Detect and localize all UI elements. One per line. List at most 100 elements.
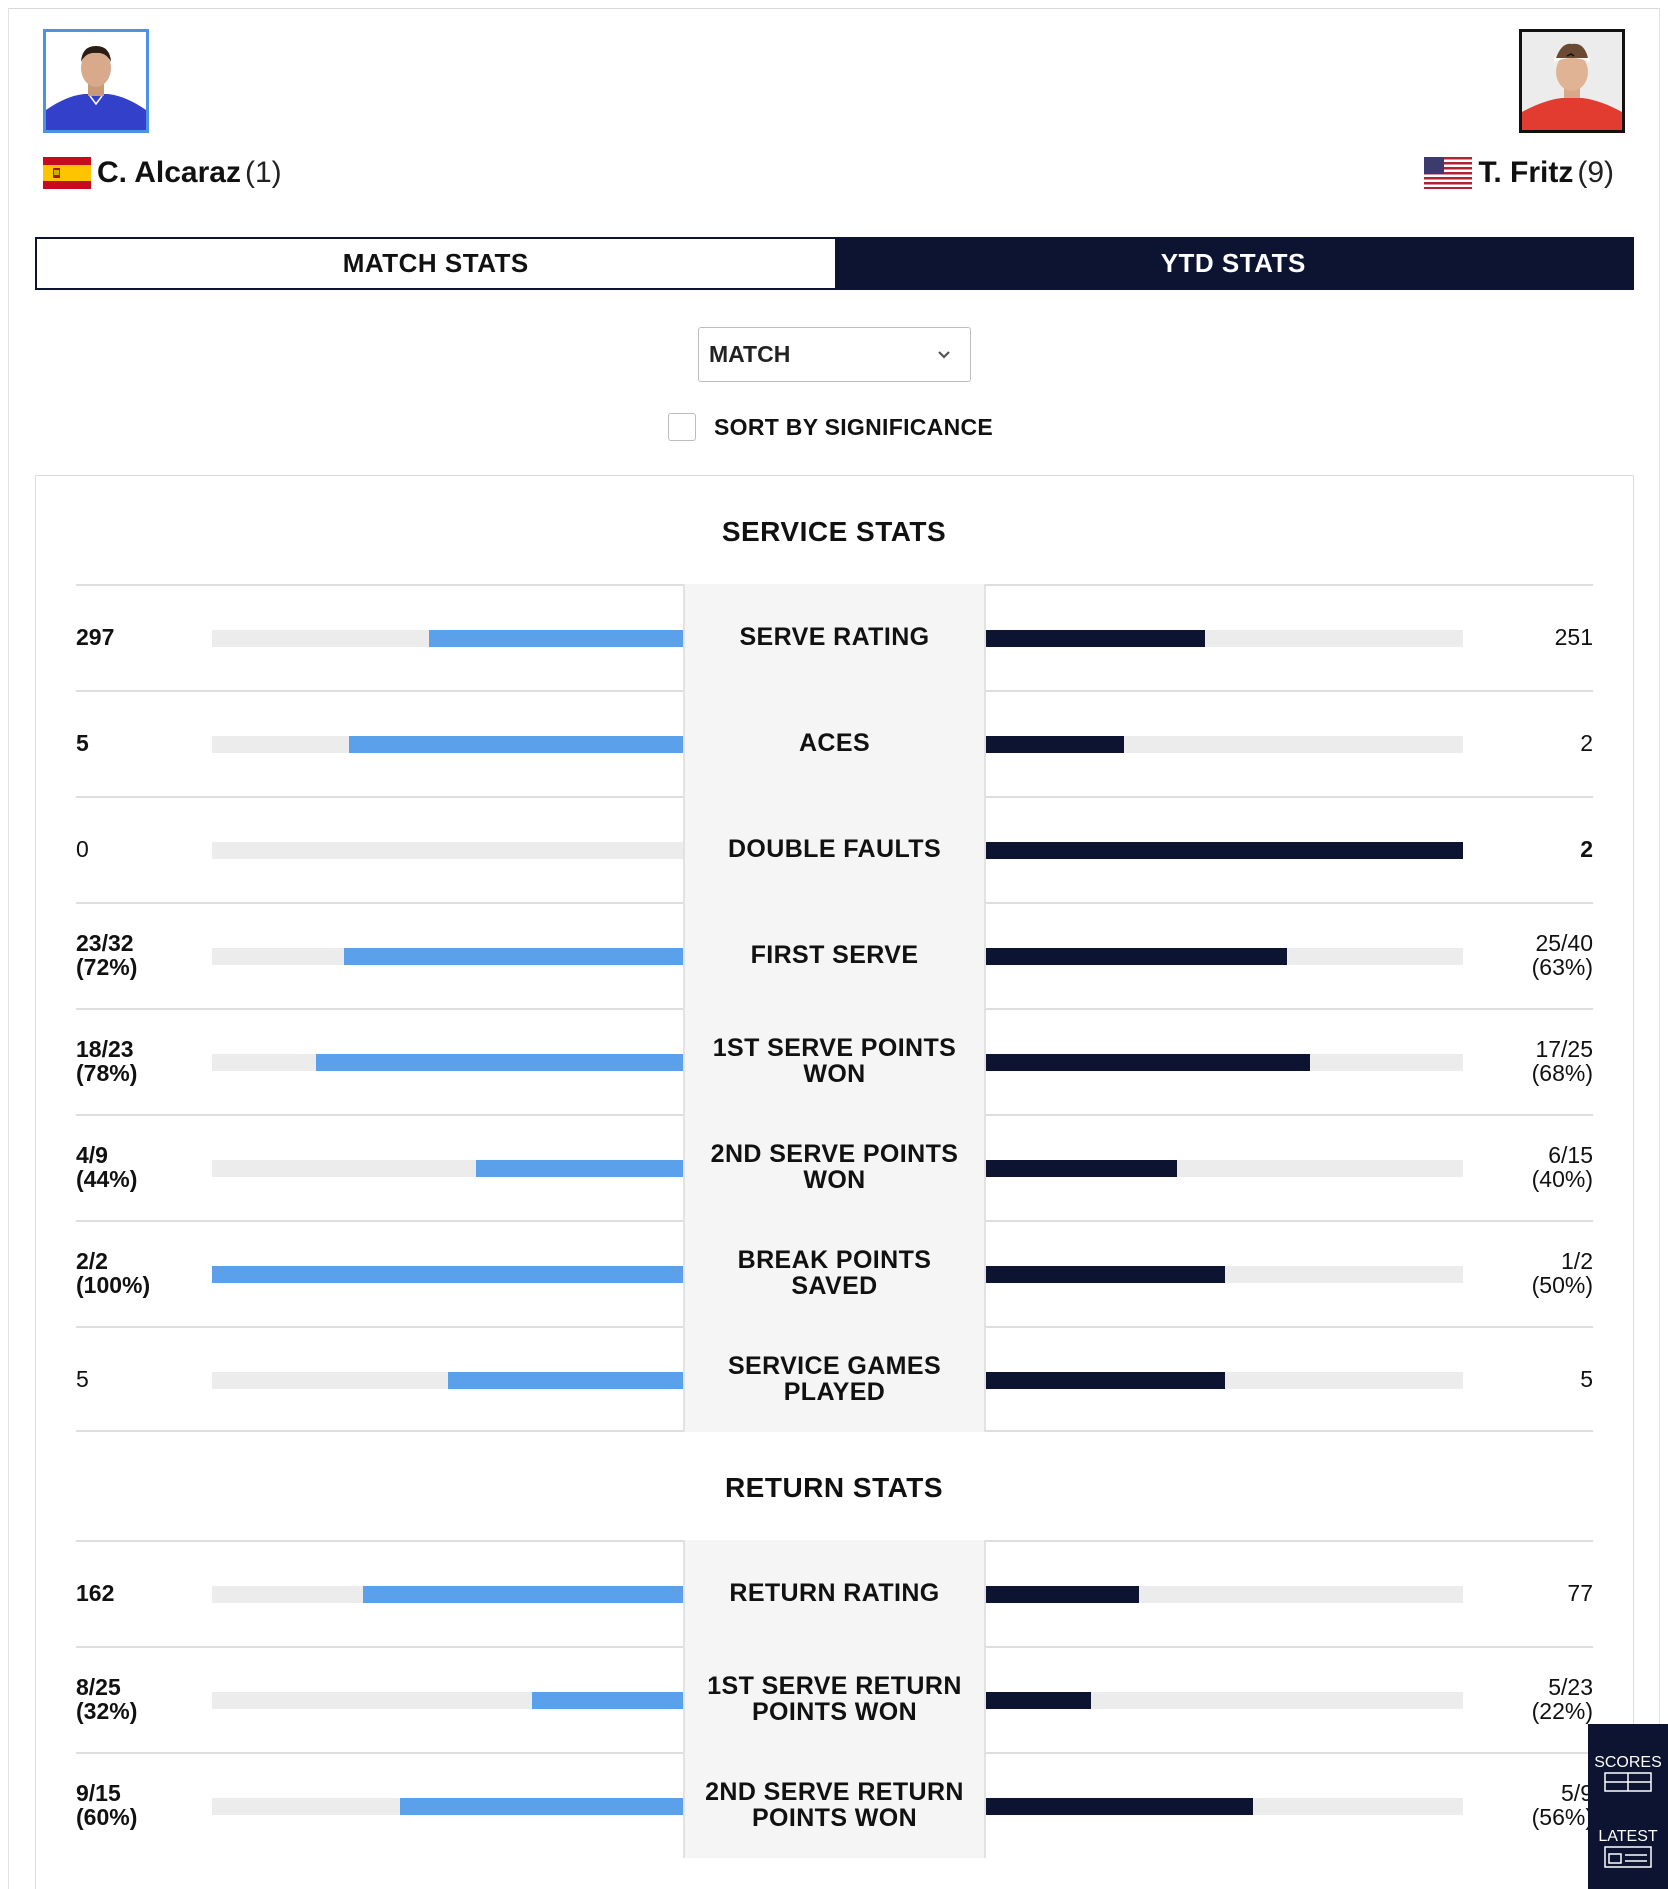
stat-right-bar — [986, 842, 1463, 859]
stat-left-sub: (32%) — [76, 1698, 138, 1724]
stats-tabs: MATCH STATS YTD STATS — [35, 237, 1634, 290]
stat-left-bar-track — [212, 736, 683, 753]
stat-left-value: 18/23 (78%) — [76, 1008, 137, 1114]
stat-row: 5 ACES 2 — [76, 690, 1593, 796]
stat-right-main: 2 — [1580, 730, 1593, 756]
stat-right-bar-track — [986, 1798, 1463, 1815]
stat-right-bar — [986, 1160, 1177, 1177]
stat-left-main: 23/32 — [76, 930, 134, 956]
stat-left-main: 5 — [76, 730, 89, 756]
stat-label: 2ND SERVE POINTS WON — [683, 1114, 986, 1220]
stat-right-bar — [986, 630, 1206, 647]
tab-match-stats[interactable]: MATCH STATS — [37, 239, 835, 288]
stat-left-main: 8/25 — [76, 1674, 121, 1700]
stat-left-bar — [400, 1798, 683, 1815]
set-filter-value: MATCH — [709, 341, 791, 367]
stat-left-value: 8/25 (32%) — [76, 1646, 137, 1752]
stat-row: 9/15 (60%) 2ND SERVE RETURN POINTS WON 5/9(… — [76, 1752, 1593, 1858]
stat-label: DOUBLE FAULTS — [683, 796, 986, 902]
stat-left-bar — [475, 1160, 683, 1177]
tab-ytd-stats[interactable]: YTD STATS — [834, 239, 1632, 288]
stat-label: SERVICE GAMES PLAYED — [683, 1326, 986, 1432]
floating-side-widget: SCORES LATEST — [1588, 1724, 1668, 1889]
stat-left-main: 5 — [76, 1366, 89, 1392]
stat-right-main: 1/2 — [1561, 1248, 1593, 1274]
stat-right-bar — [986, 736, 1125, 753]
stat-left-bar-track — [212, 1692, 683, 1709]
stat-row: 297 SERVE RATING 251 — [76, 584, 1593, 690]
stat-label: 1ST SERVE POINTS WON — [683, 1008, 986, 1114]
stat-row: 2/2 (100%) BREAK POINTS SAVED 1/2 (50%) — [76, 1220, 1593, 1326]
stat-left-bar — [428, 630, 683, 647]
stat-left-bar-track — [212, 948, 683, 965]
stat-left-main: 162 — [76, 1580, 115, 1606]
stat-right-value: 6/15 (40%) — [1532, 1114, 1593, 1220]
stat-right-bar-track — [986, 1692, 1463, 1709]
player-photo-right[interactable] — [1519, 29, 1625, 133]
stat-label: RETURN RATING — [683, 1540, 986, 1646]
stat-left-sub: (60%) — [76, 1804, 138, 1830]
stat-label: ACES — [683, 690, 986, 796]
stat-left-bar-track — [212, 630, 683, 647]
player-right-name[interactable]: T. Fritz — [1478, 156, 1574, 189]
stat-right-value: 251 — [1555, 584, 1593, 690]
stat-left-bar-track — [212, 1798, 683, 1815]
stat-right-value: 5/23 (22%) — [1532, 1646, 1593, 1752]
stat-row: 0 DOUBLE FAULTS 2 — [76, 796, 1593, 902]
stat-right-main: 77 — [1567, 1580, 1593, 1606]
set-filter-select[interactable]: MATCH — [698, 327, 971, 382]
stat-right-bar — [986, 948, 1287, 965]
sort-checkbox[interactable] — [668, 413, 696, 441]
stat-right-value: 25/40 (63%) — [1532, 902, 1593, 1008]
stat-right-main: 251 — [1554, 624, 1593, 650]
stat-left-main: 2/2 — [76, 1248, 108, 1274]
return-stats-title: RETURN STATS — [724, 1472, 944, 1503]
stat-left-value: 9/15 (60%) — [76, 1752, 137, 1858]
stat-left-main: 18/23 — [76, 1036, 134, 1062]
stat-left-value: 5 — [76, 1326, 89, 1432]
stat-right-main: 17/25 — [1535, 1036, 1593, 1062]
latest-button[interactable]: LATEST — [1588, 1828, 1668, 1889]
stat-row: 5 SERVICE GAMES PLAYED 5 — [76, 1326, 1593, 1432]
stat-left-sub: (100%) — [76, 1272, 151, 1298]
stat-right-main: 6/15 — [1548, 1142, 1593, 1168]
stat-right-main: 5/9 — [1561, 1780, 1593, 1806]
stat-right-bar-track — [986, 736, 1463, 753]
player-name-right[interactable]: T. Fritz (9) — [1424, 153, 1614, 193]
stat-right-bar-track — [986, 1586, 1463, 1603]
stat-row: 8/25 (32%) 1ST SERVE RETURN POINTS WON 5/23… — [76, 1646, 1593, 1752]
stat-left-bar-track — [212, 1372, 683, 1389]
stat-right-bar-track — [986, 630, 1463, 647]
player-name-left[interactable]: C. Alcaraz (1) — [43, 153, 282, 193]
stats-panel — [35, 475, 1634, 1889]
player-left-name[interactable]: C. Alcaraz — [97, 156, 241, 189]
player-photo-left[interactable] — [43, 29, 149, 133]
stat-left-value: 23/32 (72%) — [76, 902, 137, 1008]
stat-right-bar — [986, 1692, 1091, 1709]
stat-left-main: 4/9 — [76, 1142, 108, 1168]
stat-left-bar-track — [212, 1266, 683, 1283]
scores-button[interactable]: SCORES — [1588, 1754, 1668, 1826]
sort-label[interactable]: SORT BY SIGNIFICANCE — [714, 413, 994, 440]
stat-left-bar-track — [212, 1160, 683, 1177]
stat-right-main: 5/23 — [1548, 1674, 1593, 1700]
stat-right-sub: (22%) — [1531, 1698, 1593, 1724]
stat-left-bar-track — [212, 1054, 683, 1071]
stat-left-bar-track — [212, 842, 683, 859]
player-right-seed: (9) — [1577, 156, 1614, 189]
stat-left-bar — [212, 1266, 683, 1283]
stat-right-main: 5 — [1580, 1366, 1593, 1392]
stat-right-bar-track — [986, 1372, 1463, 1389]
stat-right-bar — [986, 1054, 1311, 1071]
stat-right-sub: (68%) — [1531, 1060, 1593, 1086]
player-left-seed: (1) — [244, 156, 282, 189]
stat-right-sub: (50%) — [1531, 1272, 1593, 1298]
stat-right-value: 2 — [1580, 690, 1593, 796]
stat-left-bar — [343, 948, 683, 965]
page-frame — [8, 8, 1660, 1889]
stat-right-value: 17/25 (68%) — [1532, 1008, 1593, 1114]
stat-right-sub: (63%) — [1531, 954, 1593, 980]
stat-left-sub: (72%) — [76, 954, 138, 980]
stat-right-bar — [986, 1798, 1254, 1815]
stat-left-main: 297 — [76, 624, 115, 650]
